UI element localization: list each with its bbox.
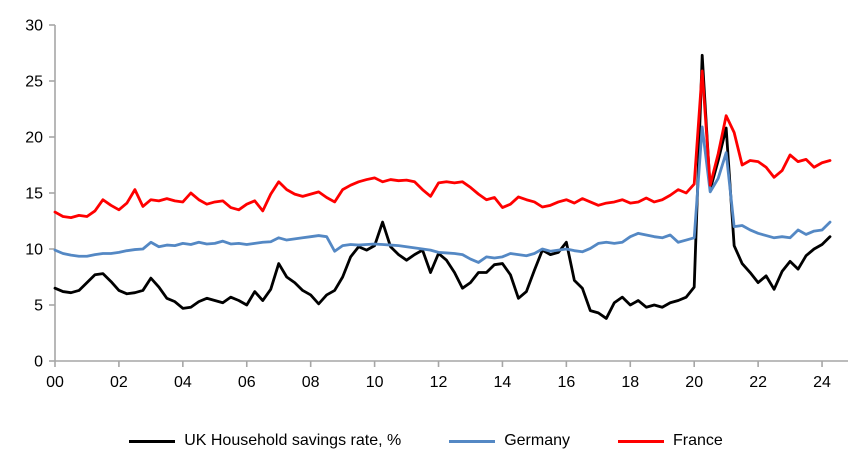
- x-tick-label: 08: [302, 374, 320, 391]
- y-tick-label: 15: [25, 186, 43, 203]
- legend-swatch-germany: [449, 439, 496, 443]
- x-tick-label: 06: [238, 374, 256, 391]
- x-tick-label: 20: [685, 374, 703, 391]
- legend-swatch-uk-household-savings-rate: [129, 439, 176, 443]
- x-tick-label: 16: [557, 374, 575, 391]
- legend-label-uk-household-savings-rate: UK Household savings rate, %: [184, 432, 402, 449]
- x-tick-label: 04: [174, 374, 192, 391]
- chart-legend: UK Household savings rate, % Germany Franc…: [0, 432, 852, 450]
- x-tick-label: 10: [366, 374, 384, 391]
- legend-item-france: France: [618, 432, 723, 450]
- x-tick-label: 02: [110, 374, 128, 391]
- legend-label-germany: Germany: [504, 432, 570, 449]
- legend-item-germany: Germany: [449, 432, 570, 450]
- x-tick-label: 12: [430, 374, 448, 391]
- x-tick-label: 22: [749, 374, 767, 391]
- x-tick-label: 14: [494, 374, 512, 391]
- x-tick-label: 18: [621, 374, 639, 391]
- y-tick-label: 10: [25, 242, 43, 259]
- y-tick-label: 5: [34, 298, 43, 315]
- x-tick-label: 00: [46, 374, 64, 391]
- series-line-germany: [53, 125, 832, 264]
- x-tick-label: 24: [813, 374, 831, 391]
- y-tick-label: 25: [25, 74, 43, 91]
- chart-canvas: 0 5 10 15 20 25 30 00 02 04 06 08 10 12 14 16 18 20 22 24: [25, 18, 848, 391]
- legend-item-uk-household-savings-rate: UK Household savings rate, %: [129, 432, 401, 450]
- y-tick-label: 0: [34, 354, 43, 371]
- legend-swatch-france: [618, 439, 664, 443]
- y-tick-label: 30: [25, 18, 43, 35]
- series-line-france: [53, 69, 832, 220]
- legend-label-france: France: [673, 432, 723, 449]
- y-tick-label: 20: [25, 130, 43, 147]
